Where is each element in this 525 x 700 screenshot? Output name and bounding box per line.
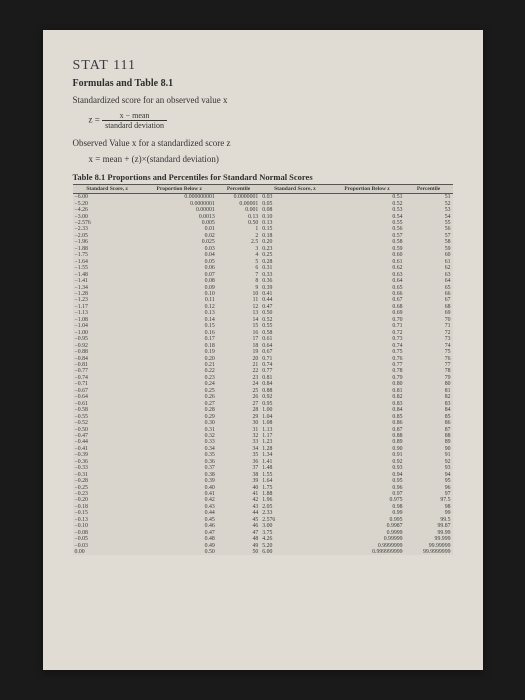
table-cell: 51	[405, 194, 453, 201]
col-prop2: Proportion Below z	[330, 185, 405, 194]
formula-lhs: z =	[89, 115, 100, 125]
standardized-caption: Standardized score for an observed value…	[73, 95, 453, 105]
fraction: x − mean standard deviation	[102, 111, 167, 130]
fraction-denominator: standard deviation	[102, 121, 167, 130]
table-cell: 0.50	[142, 549, 217, 555]
page-title: Formulas and Table 8.1	[73, 78, 453, 89]
table-cell: 99.9999999	[405, 549, 453, 555]
normal-table: Standard Score, z Proportion Below z Per…	[73, 184, 453, 555]
col-z1: Standard Score, z	[73, 185, 142, 194]
table-cell: 0.000000001	[142, 194, 217, 201]
table-cell: 0.999999999	[330, 549, 405, 555]
col-pct2: Percentile	[405, 185, 453, 194]
col-z2: Standard Score, z	[260, 185, 329, 194]
table-cell: −6.00	[73, 194, 142, 201]
handwritten-heading: STAT 111	[73, 58, 453, 74]
table-row: −6.000.0000000010.00000010.030.5151	[73, 194, 453, 201]
z-formula: z = x − mean standard deviation	[89, 111, 453, 130]
fraction-numerator: x − mean	[102, 111, 167, 121]
table-cell: 0.0000001	[217, 194, 260, 201]
table-caption: Table 8.1 Proportions and Percentiles fo…	[73, 172, 453, 182]
observed-caption: Observed Value x for a standardized scor…	[73, 138, 453, 148]
table-cell: 0.00	[73, 549, 142, 555]
table-cell: 6.00	[260, 549, 329, 555]
table-row: 0.000.50506.000.99999999999.9999999	[73, 549, 453, 555]
table-cell: 0.51	[330, 194, 405, 201]
table-cell: 0.03	[260, 194, 329, 201]
table-header-row: Standard Score, z Proportion Below z Per…	[73, 185, 453, 194]
table-cell: 50	[217, 549, 260, 555]
col-prop1: Proportion Below z	[142, 185, 217, 194]
document-page: STAT 111 Formulas and Table 8.1 Standard…	[43, 30, 483, 670]
x-formula: x = mean + (z)×(standard deviation)	[89, 154, 453, 164]
col-pct1: Percentile	[217, 185, 260, 194]
